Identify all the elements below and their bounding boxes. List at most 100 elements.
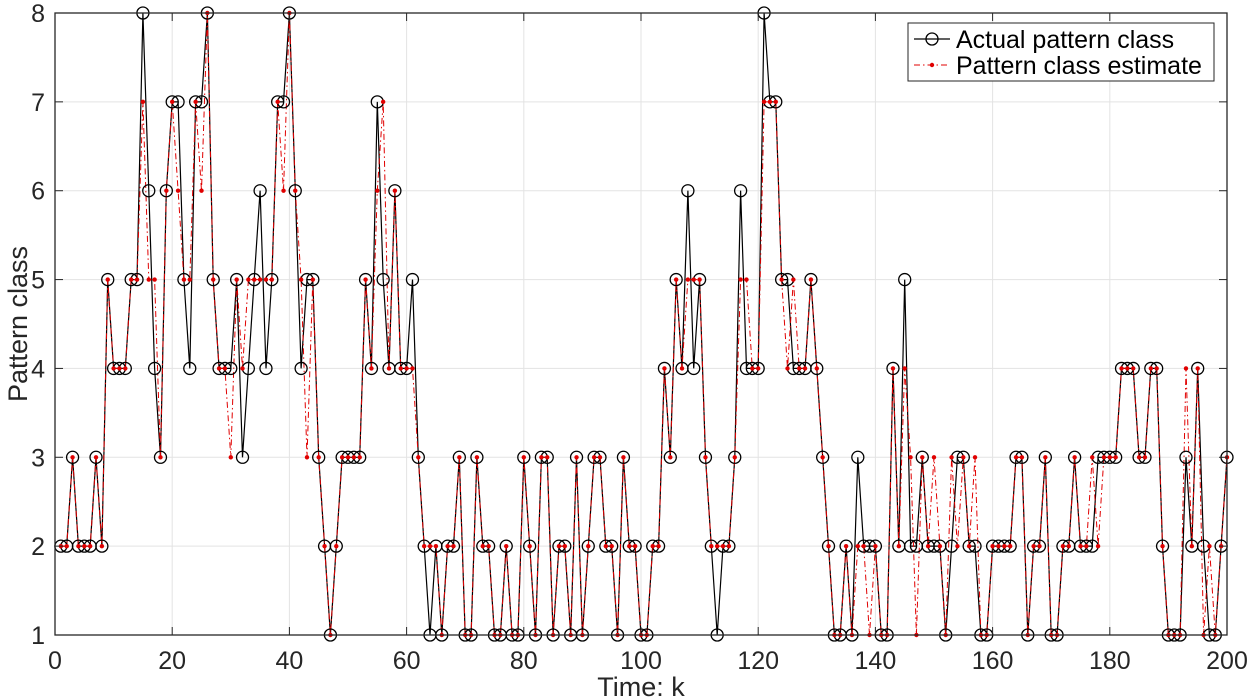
estimate-point [228,455,233,460]
estimate-point [990,543,995,549]
actual-point [810,361,824,376]
y-tick-label: 7 [31,89,45,117]
estimate-point [421,543,427,549]
estimate-point [797,366,802,371]
actual-point [728,450,742,464]
estimate-point [187,277,192,282]
actual-point [517,450,531,464]
actual-point [616,450,631,464]
actual-point [663,450,677,464]
legend-box [907,22,1215,82]
estimate-point [814,366,819,371]
actual-point [147,361,162,376]
actual-point [1155,539,1170,553]
estimate-point [955,543,960,549]
estimate-point [1037,543,1042,549]
estimate-point [1019,455,1025,460]
estimate-point [744,277,749,282]
actual-point [669,272,683,287]
estimate-point [1007,543,1013,549]
estimate-point [685,277,691,282]
actual-point [230,272,244,287]
x-tick-label: 160 [972,647,1014,675]
estimate-point [966,543,972,549]
estimate-point [937,543,943,549]
estimate-point [586,543,591,549]
estimate-point [738,277,743,282]
estimate-point [146,277,151,282]
actual-point [821,539,836,553]
estimate-point [679,366,685,371]
estimate-point [416,455,421,460]
actual-point [101,272,115,287]
estimate-point [181,277,187,282]
estimate-point [246,277,251,282]
estimate-point [791,277,796,282]
estimate-point [562,543,568,549]
estimate-point [703,455,708,460]
estimate-point [861,543,866,549]
estimate-point [732,455,737,460]
estimate-point [1078,543,1083,549]
estimate-point [152,277,157,282]
x-tick-label: 60 [393,647,421,675]
estimate-point [64,543,69,549]
estimate-point [545,455,550,460]
estimate-point [1107,455,1113,460]
estimate-point [691,277,696,282]
actual-point [188,95,203,109]
estimate-point [128,277,134,282]
estimate-point [1148,366,1154,371]
actual-point [159,184,173,198]
estimate-point [1113,455,1118,460]
actual-point [89,450,103,464]
estimate-point [322,543,327,549]
actual-point [915,450,929,464]
estimate-point [369,366,374,371]
estimate-point [726,543,732,549]
estimate-point [1084,543,1089,549]
estimate-point [234,277,239,282]
estimate-point [767,99,773,105]
actual-point [1179,450,1193,464]
estimate-point [134,277,140,282]
estimate-point [281,188,286,193]
estimate-point [451,543,456,549]
estimate-point [1090,455,1095,460]
actual-point [312,450,326,464]
estimate-point [380,99,386,105]
actual-point [839,539,853,553]
estimate-point [773,99,778,105]
x-tick-label: 100 [620,647,662,675]
y-axis-label: Pattern class [3,246,33,402]
actual-point [1038,450,1052,464]
actual-point [1067,450,1082,464]
estimate-point [902,366,907,371]
actual-point [470,450,484,464]
actual-point [774,272,789,287]
legend-estimate-label: Pattern class estimate [956,52,1202,80]
actual-point [271,95,285,109]
y-tick-label: 6 [31,178,45,206]
actual-point [153,450,168,464]
estimate-point [275,99,280,105]
y-tick-label: 1 [31,622,45,650]
estimate-point [1142,455,1148,460]
x-axis: 0 20 40 60 80 100 120 140 160 180 200 [48,13,1248,675]
estimate-point [556,543,562,549]
estimate-point [627,543,632,549]
estimate-point [609,543,614,549]
estimate-point [597,455,603,460]
estimate-point [293,188,298,193]
estimate-point [1043,455,1048,460]
estimate-point [1183,366,1189,371]
x-tick-label: 140 [855,647,897,675]
estimate-point [445,543,450,549]
x-axis-label: Time: k [597,672,685,699]
actual-point [698,450,713,464]
x-tick-label: 180 [1089,647,1131,675]
actual-point [206,272,220,287]
estimate-point [603,543,609,549]
estimate-point [632,543,638,549]
